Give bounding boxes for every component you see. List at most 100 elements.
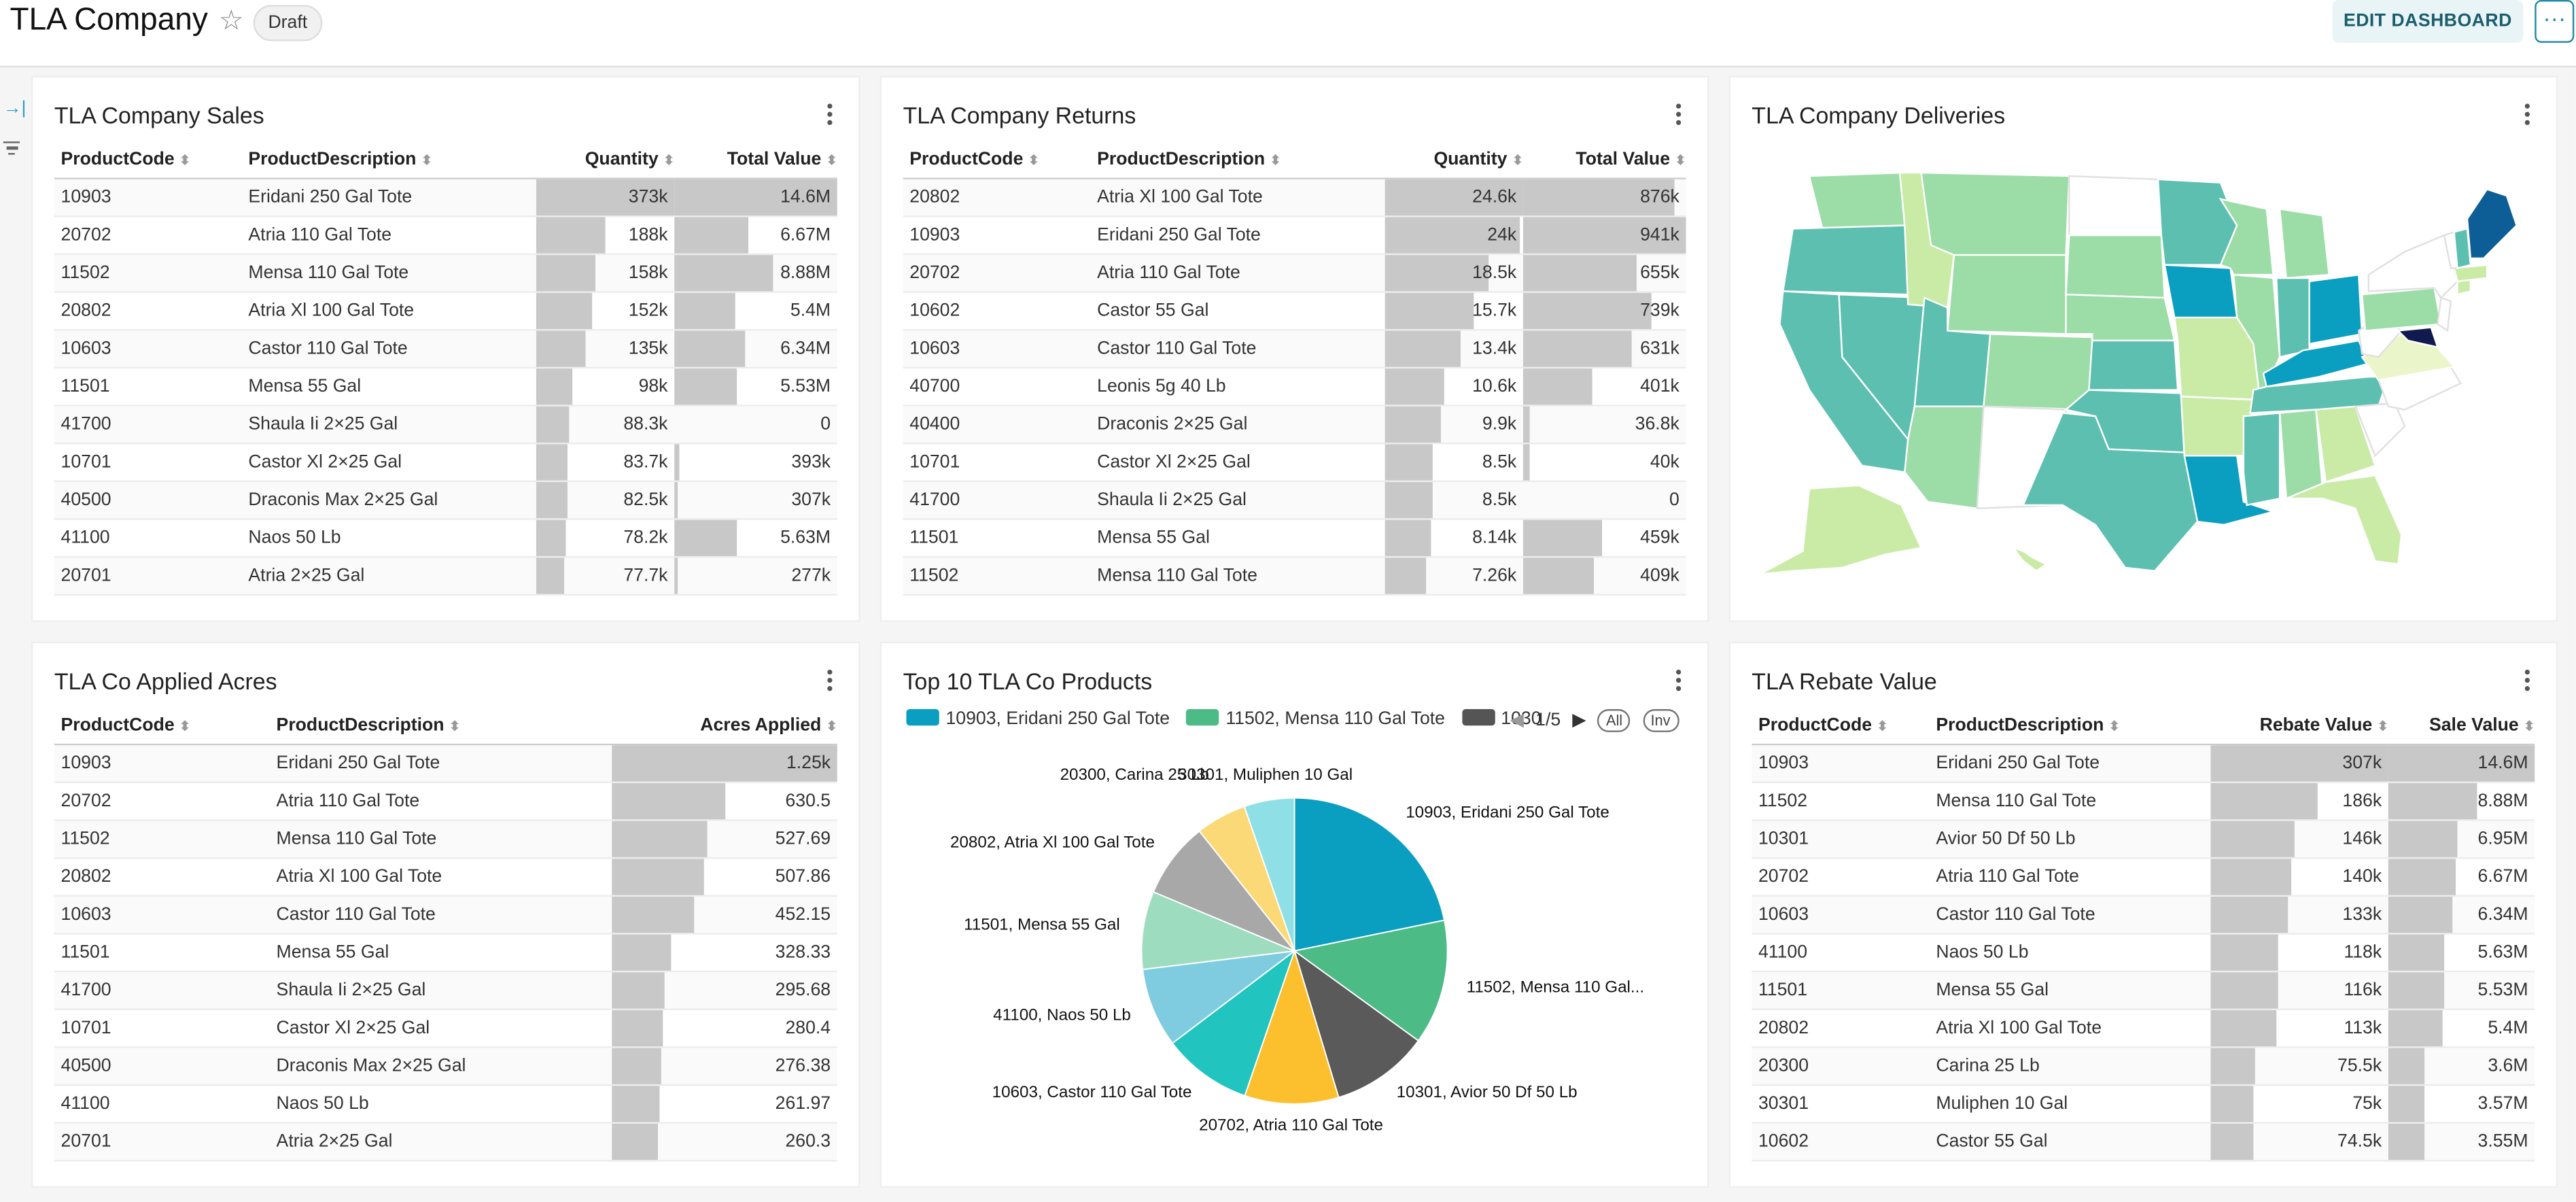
edit-dashboard-button[interactable]: EDIT DASHBOARD: [2332, 0, 2524, 43]
sort-icon[interactable]: ⬍: [1028, 153, 1039, 168]
sort-icon[interactable]: ⬍: [179, 719, 191, 734]
table-row[interactable]: 41100 Naos 50 Lb 261.97: [54, 1086, 837, 1124]
pie-slice[interactable]: [1141, 891, 1298, 970]
sort-icon[interactable]: ⬍: [449, 719, 461, 734]
sort-icon[interactable]: ⬍: [826, 719, 837, 734]
table-row[interactable]: 20702 Atria 110 Gal Tote 188k 6.67M: [54, 217, 837, 256]
pie-slice[interactable]: [1243, 797, 1295, 952]
kebab-menu-icon[interactable]: [1675, 103, 1683, 128]
sort-icon[interactable]: ⬍: [1270, 153, 1281, 168]
next-page-icon[interactable]: ▶: [1572, 710, 1586, 731]
pie-slice[interactable]: [1293, 949, 1420, 1099]
table-row[interactable]: 10603 Castor 110 Gal Tote 13.4k 631k: [903, 330, 1686, 369]
table-row[interactable]: 10903 Eridani 250 Gal Tote 373k 14.6M: [54, 179, 837, 218]
expand-icon[interactable]: →|: [3, 99, 27, 119]
table-row[interactable]: 10603 Castor 110 Gal Tote 452.15: [54, 896, 837, 935]
kebab-menu-icon[interactable]: [2524, 103, 2532, 128]
prev-page-icon[interactable]: ◀: [1510, 710, 1525, 731]
table-row[interactable]: 20702 Atria 110 Gal Tote 18.5k 655k: [903, 255, 1686, 293]
table-row[interactable]: 11501 Mensa 55 Gal 98k 5.53M: [54, 368, 837, 407]
pie-slice[interactable]: [1293, 919, 1448, 1042]
table-row[interactable]: 10903 Eridani 250 Gal Tote 24k 941k: [903, 217, 1686, 256]
pie-slice[interactable]: [1293, 797, 1446, 952]
table-row[interactable]: 20701 Atria 2×25 Gal 260.3: [54, 1123, 837, 1162]
kebab-menu-icon[interactable]: [827, 669, 834, 694]
column-header[interactable]: ProductDescription ⬍: [248, 143, 536, 176]
table-row[interactable]: 41100 Naos 50 Lb 118k 5.63M: [1752, 934, 2535, 973]
pie-slice[interactable]: [1244, 948, 1340, 1105]
table-row[interactable]: 11501 Mensa 55 Gal 328.33: [54, 934, 837, 973]
column-header[interactable]: Rebate Value ⬍: [2210, 709, 2388, 742]
table-row[interactable]: 10701 Castor Xl 2×25 Gal 280.4: [54, 1010, 837, 1048]
table-row[interactable]: 30301 Muliphen 10 Gal 75k 3.57M: [1752, 1086, 2535, 1124]
table-row[interactable]: 40400 Draconis 2×25 Gal 9.9k 36.8k: [903, 406, 1686, 445]
table-row[interactable]: 10603 Castor 110 Gal Tote 133k 6.34M: [1752, 896, 2535, 935]
table-row[interactable]: 41100 Naos 50 Lb 78.2k 5.63M: [54, 519, 837, 558]
table-row[interactable]: 20702 Atria 110 Gal Tote 630.5: [54, 783, 837, 821]
table-row[interactable]: 20300 Carina 25 Lb 75.5k 3.6M: [1752, 1048, 2535, 1086]
sort-icon[interactable]: ⬍: [421, 153, 432, 168]
table-row[interactable]: 40500 Draconis Max 2×25 Gal 276.38: [54, 1048, 837, 1086]
table-row[interactable]: 10602 Castor 55 Gal 74.5k 3.55M: [1752, 1123, 2535, 1162]
table-row[interactable]: 10903 Eridani 250 Gal Tote 307k 14.6M: [1752, 745, 2535, 783]
table-row[interactable]: 41700 Shaula Ii 2×25 Gal 88.3k 0: [54, 406, 837, 445]
sort-icon[interactable]: ⬍: [2377, 719, 2388, 734]
sort-icon[interactable]: ⬍: [663, 153, 675, 168]
column-header[interactable]: ProductDescription ⬍: [1936, 709, 2210, 742]
table-row[interactable]: 11501 Mensa 55 Gal 116k 5.53M: [1752, 972, 2535, 1010]
pie-chart[interactable]: [882, 643, 1707, 1186]
table-row[interactable]: 20802 Atria Xl 100 Gal Tote 152k 5.4M: [54, 292, 837, 331]
table-row[interactable]: 11502 Mensa 110 Gal Tote 158k 8.88M: [54, 255, 837, 293]
column-header[interactable]: ProductCode ⬍: [909, 143, 1090, 176]
table-row[interactable]: 40500 Draconis Max 2×25 Gal 82.5k 307k: [54, 482, 837, 520]
table-row[interactable]: 11502 Mensa 110 Gal Tote 527.69: [54, 821, 837, 859]
sort-icon[interactable]: ⬍: [179, 153, 191, 168]
us-choropleth-map[interactable]: [1743, 160, 2533, 587]
more-options-button[interactable]: ···: [2535, 0, 2575, 43]
column-header[interactable]: Sale Value ⬍: [2388, 709, 2535, 742]
kebab-menu-icon[interactable]: [827, 103, 834, 128]
table-row[interactable]: 20702 Atria 110 Gal Tote 140k 6.67M: [1752, 859, 2535, 897]
table-row[interactable]: 10903 Eridani 250 Gal Tote 1.25k: [54, 745, 837, 783]
table-row[interactable]: 20701 Atria 2×25 Gal 77.7k 277k: [54, 557, 837, 596]
column-header[interactable]: ProductDescription ⬍: [277, 709, 612, 742]
table-row[interactable]: 11502 Mensa 110 Gal Tote 7.26k 409k: [903, 557, 1686, 596]
sort-icon[interactable]: ⬍: [826, 153, 837, 168]
sort-icon[interactable]: ⬍: [1512, 153, 1523, 168]
sort-icon[interactable]: ⬍: [2523, 719, 2535, 734]
legend-item[interactable]: 11502, Mensa 110 Gal Tote: [1186, 709, 1445, 729]
table-row[interactable]: 20802 Atria Xl 100 Gal Tote 507.86: [54, 859, 837, 897]
table-row[interactable]: 11502 Mensa 110 Gal Tote 186k 8.88M: [1752, 783, 2535, 821]
pie-slice[interactable]: [1171, 949, 1296, 1097]
sort-icon[interactable]: ⬍: [2108, 719, 2120, 734]
column-header[interactable]: Total Value ⬍: [1523, 143, 1686, 176]
table-row[interactable]: 10603 Castor 110 Gal Tote 135k 6.34M: [54, 330, 837, 369]
table-row[interactable]: 20802 Atria Xl 100 Gal Tote 113k 5.4M: [1752, 1010, 2535, 1048]
table-row[interactable]: 40700 Leonis 5g 40 Lb 10.6k 401k: [903, 368, 1686, 407]
column-header[interactable]: Quantity ⬍: [536, 143, 674, 176]
column-header[interactable]: ProductCode ⬍: [61, 143, 242, 176]
legend-item[interactable]: 1030: [1461, 709, 1542, 729]
legend-item[interactable]: 10903, Eridani 250 Gal Tote: [906, 709, 1170, 729]
table-row[interactable]: 41700 Shaula Ii 2×25 Gal 8.5k 0: [903, 482, 1686, 520]
sort-icon[interactable]: ⬍: [1877, 719, 1888, 734]
column-header[interactable]: Acres Applied ⬍: [612, 709, 837, 742]
table-row[interactable]: 10602 Castor 55 Gal 15.7k 739k: [903, 292, 1686, 331]
table-row[interactable]: 11501 Mensa 55 Gal 8.14k 459k: [903, 519, 1686, 558]
sort-icon[interactable]: ⬍: [1675, 153, 1686, 168]
table-row[interactable]: 10701 Castor Xl 2×25 Gal 8.5k 40k: [903, 444, 1686, 483]
filter-icon[interactable]: [3, 138, 20, 158]
table-row[interactable]: 10301 Avior 50 Df 50 Lb 146k 6.95M: [1752, 821, 2535, 859]
table-row[interactable]: 20802 Atria Xl 100 Gal Tote 24.6k 876k: [903, 179, 1686, 218]
table-row[interactable]: 10701 Castor Xl 2×25 Gal 83.7k 393k: [54, 444, 837, 483]
pie-slice[interactable]: [1152, 830, 1295, 952]
star-icon[interactable]: ☆: [218, 5, 244, 37]
pie-slice[interactable]: [1142, 950, 1297, 1044]
column-header[interactable]: ProductDescription ⬍: [1097, 143, 1385, 176]
kebab-menu-icon[interactable]: [1675, 669, 1683, 694]
column-header[interactable]: ProductCode ⬍: [1758, 709, 1936, 742]
legend-inv-button[interactable]: Inv: [1642, 709, 1679, 732]
table-row[interactable]: 41700 Shaula Ii 2×25 Gal 295.68: [54, 972, 837, 1010]
kebab-menu-icon[interactable]: [2524, 669, 2532, 694]
column-header[interactable]: ProductCode ⬍: [61, 709, 275, 742]
